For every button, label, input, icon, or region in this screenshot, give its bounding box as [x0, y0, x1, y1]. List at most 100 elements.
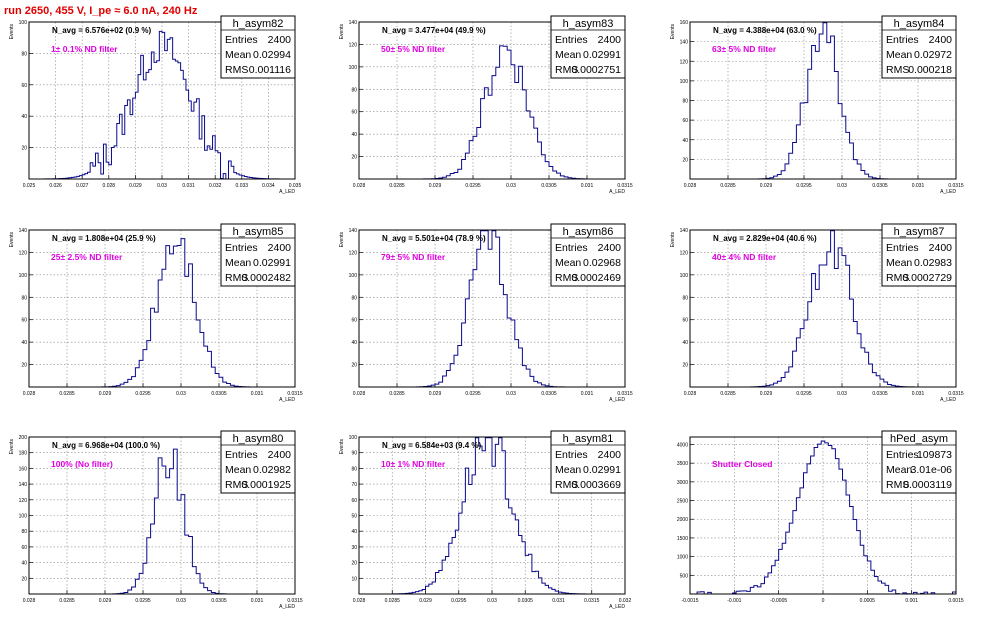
y-tick-label: 40	[21, 340, 27, 346]
x-tick-label: 0.031	[251, 391, 264, 397]
rms-label: RMS	[555, 479, 578, 491]
plot-frame	[689, 229, 957, 388]
x-axis-label: A_LED	[279, 397, 295, 403]
navg-label: N_avg = 5.501e+04 (78.9 %)	[382, 234, 486, 243]
y-tick-label: 4000	[677, 442, 688, 448]
stats-box	[550, 15, 626, 79]
x-axis-label: A_LED	[940, 189, 956, 195]
stats-box	[550, 223, 626, 287]
y-tick-label: 70	[351, 482, 357, 488]
entries-label: Entries	[555, 449, 588, 461]
entries-label: Entries	[225, 449, 258, 461]
y-tick-label: 100	[680, 79, 689, 85]
x-tick-label: 0.029	[760, 391, 773, 397]
y-tick-label: 60	[351, 498, 357, 504]
x-tick-label: 0.034	[262, 183, 275, 189]
x-tick-label: 0.028	[353, 598, 366, 604]
x-tick-label: 0.029	[129, 183, 142, 189]
x-tick-label: 0.0305	[541, 391, 557, 397]
y-tick-label: 40	[682, 138, 688, 144]
mean-value: 0.02994	[253, 49, 291, 61]
rms-label: RMS	[225, 64, 248, 76]
navg-label: N_avg = 6.968e+04 (100.0 %)	[52, 441, 160, 450]
x-tick-label: 0.0295	[796, 391, 812, 397]
x-tick-label: 0.032	[209, 183, 222, 189]
x-tick-label: 0.029	[760, 183, 773, 189]
y-tick-label: 40	[351, 529, 357, 535]
entries-label: Entries	[886, 34, 919, 46]
y-tick-label: 40	[21, 114, 27, 120]
x-tick-label: 0.0285	[389, 391, 405, 397]
y-tick-label: 20	[21, 363, 27, 369]
y-tick-label: 100	[19, 514, 28, 520]
plot-frame	[28, 21, 296, 180]
entries-label: Entries	[886, 242, 919, 254]
entries-value: 2400	[598, 242, 622, 254]
filter-label: 50± 5% ND filter	[381, 44, 446, 54]
mean-label: Mean	[225, 257, 251, 269]
y-tick-label: 20	[351, 561, 357, 567]
mean-label: Mean	[225, 49, 251, 61]
x-axis-label: A_LED	[609, 604, 625, 610]
stats-box	[220, 15, 296, 79]
mean-label: Mean	[886, 257, 912, 269]
entries-label: Entries	[555, 242, 588, 254]
navg-label: N_avg = 4.388e+04 (63.0 %)	[713, 26, 817, 35]
x-tick-label: 0.033	[236, 183, 249, 189]
mean-value: 0.02982	[253, 464, 291, 476]
y-tick-label: 80	[351, 295, 357, 301]
histogram-panel-hPed_asym: -0.0015 -0.001 -0.0005 0 0.0005 0.001 0.0015 50…	[677, 430, 964, 604]
x-tick-label: 0.0315	[948, 183, 964, 189]
y-tick-label: 20	[351, 155, 357, 161]
stats-box	[881, 15, 957, 79]
x-tick-label: 0.031	[581, 391, 594, 397]
rms-label: RMS	[555, 64, 578, 76]
mean-value: 3.01e-06	[911, 464, 953, 476]
y-tick-label: 120	[19, 498, 28, 504]
y-tick-label: 1000	[677, 555, 688, 561]
rms-label: RMS	[886, 64, 909, 76]
histogram-panel-h_asym86: 0.028 0.0285 0.029 0.0295 0.03 0.0305 0.031 0.0…	[339, 223, 633, 403]
y-tick-label: 180	[19, 451, 28, 457]
y-axis-label: Events	[339, 232, 345, 248]
x-tick-label: 0.028	[684, 391, 697, 397]
rms-label: RMS	[886, 479, 909, 491]
stats-box	[550, 430, 626, 494]
y-axis-label: Events	[670, 232, 676, 248]
x-tick-label: 0.03	[157, 183, 167, 189]
x-axis-label: A_LED	[609, 189, 625, 195]
x-tick-label: 0.0015	[948, 598, 964, 604]
entries-value: 2400	[268, 34, 292, 46]
navg-label: N_avg = 1.808e+04 (25.9 %)	[52, 234, 156, 243]
rms-value: 0.0002469	[571, 272, 621, 284]
x-tick-label: 0.031	[581, 183, 594, 189]
navg-label: N_avg = 3.477e+04 (49.9 %)	[382, 26, 486, 35]
y-tick-label: 60	[682, 118, 688, 124]
x-tick-label: 0.031	[182, 183, 195, 189]
y-tick-label: 20	[682, 157, 688, 163]
y-tick-label: 160	[680, 20, 689, 26]
y-tick-label: 80	[682, 99, 688, 105]
x-tick-label: 0.029	[99, 598, 112, 604]
entries-value: 2400	[268, 242, 292, 254]
y-tick-label: 100	[349, 435, 358, 441]
y-tick-label: 50	[351, 514, 357, 520]
y-axis-label: Events	[339, 24, 345, 40]
x-tick-label: 0.03	[176, 391, 186, 397]
x-tick-label: -0.0015	[682, 598, 699, 604]
x-tick-label: 0.0315	[617, 183, 633, 189]
plot-frame	[28, 229, 296, 388]
x-tick-label: 0.026	[49, 183, 62, 189]
x-tick-label: 0.028	[23, 598, 36, 604]
x-tick-label: 0.03	[487, 598, 497, 604]
x-tick-label: 0.029	[99, 391, 112, 397]
plot-frame	[28, 436, 296, 595]
y-tick-label: 40	[21, 561, 27, 567]
y-tick-label: 60	[351, 110, 357, 116]
run-title: run 2650, 455 V, I_pe ≈ 6.0 nA, 240 Hz	[4, 5, 198, 17]
filter-label: Shutter Closed	[712, 459, 772, 469]
filter-label: 100% (No filter)	[51, 459, 113, 469]
rms-value: 0.0002482	[241, 272, 291, 284]
mean-value: 0.02983	[914, 257, 952, 269]
